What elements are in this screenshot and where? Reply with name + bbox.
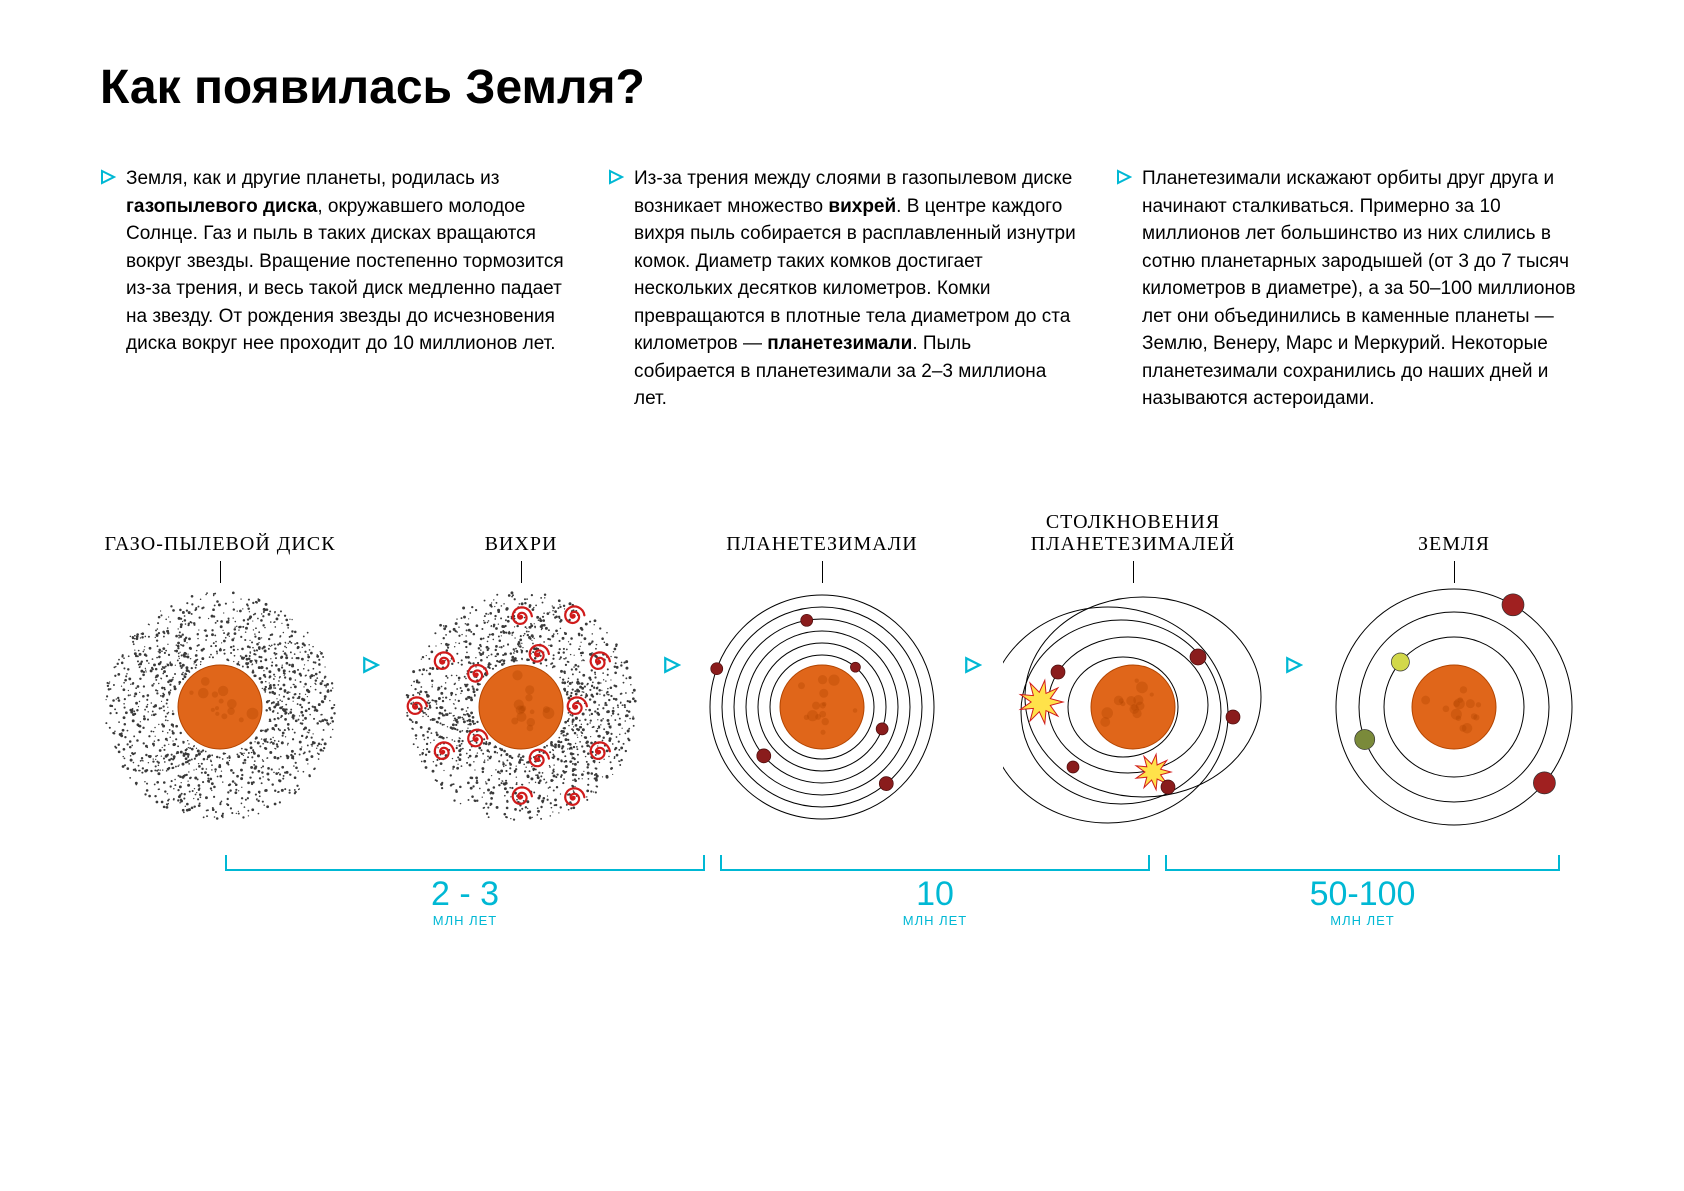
stage-vortices: ВИХРИ [401, 503, 641, 827]
timeline-unit: МЛН ЛЕТ [720, 913, 1150, 928]
label-connector-line [1454, 561, 1455, 583]
timeline-unit: МЛН ЛЕТ [225, 913, 705, 928]
arrow-separator-icon [362, 656, 380, 674]
text-columns: Земля, как и другие планеты, родилась из… [100, 165, 1584, 413]
stage-3-graphic [702, 587, 942, 827]
timeline: 2 - 3 МЛН ЛЕТ 10 МЛН ЛЕТ 50-100 МЛН ЛЕТ [100, 855, 1584, 945]
page-title: Как появилась Земля? [100, 60, 1584, 115]
timeline-segment [225, 855, 705, 871]
stage-1-label: ГАЗО-ПЫЛЕВОЙ ДИСК [104, 503, 335, 555]
timeline-label: 2 - 3 МЛН ЛЕТ [225, 877, 705, 928]
stage-5-label: ЗЕМЛЯ [1418, 503, 1490, 555]
timeline-segment [720, 855, 1150, 871]
label-connector-line [1133, 561, 1134, 583]
column-2-text: Из-за трения между слоями в газопылевом … [634, 165, 1076, 413]
stage-gas-dust-disk: ГАЗО-ПЫЛЕВОЙ ДИСК [100, 503, 340, 827]
triangle-bullet-icon [100, 169, 116, 185]
label-connector-line [822, 561, 823, 583]
stage-earth: ЗЕМЛЯ [1324, 503, 1584, 827]
stage-2-label: ВИХРИ [485, 503, 558, 555]
stage-1-graphic [100, 587, 340, 827]
stage-2-graphic [401, 587, 641, 827]
stage-4-graphic [1003, 587, 1263, 827]
stage-3-label: ПЛАНЕТЕЗИМАЛИ [726, 503, 918, 555]
timeline-label: 10 МЛН ЛЕТ [720, 877, 1150, 928]
column-2: Из-за трения между слоями в газопылевом … [608, 165, 1076, 413]
column-3: Планетезимали искажают орбиты друг друга… [1116, 165, 1584, 413]
column-1: Земля, как и другие планеты, родилась из… [100, 165, 568, 413]
timeline-number: 50-100 [1165, 877, 1560, 911]
arrow-separator-icon [663, 656, 681, 674]
timeline-number: 10 [720, 877, 1150, 911]
diagram-row: ГАЗО-ПЫЛЕВОЙ ДИСК ВИХРИ ПЛАНЕТЕЗИМАЛИ СТ… [100, 503, 1584, 827]
timeline-number: 2 - 3 [225, 877, 705, 911]
stage-4-label: СТОЛКНОВЕНИЯ ПЛАНЕТЕЗИМАЛЕЙ [1031, 503, 1236, 555]
label-connector-line [220, 561, 221, 583]
timeline-unit: МЛН ЛЕТ [1165, 913, 1560, 928]
timeline-label: 50-100 МЛН ЛЕТ [1165, 877, 1560, 928]
stage-planetesimals: ПЛАНЕТЕЗИМАЛИ [702, 503, 942, 827]
stage-collisions: СТОЛКНОВЕНИЯ ПЛАНЕТЕЗИМАЛЕЙ [1003, 503, 1263, 827]
timeline-segment [1165, 855, 1560, 871]
column-3-text: Планетезимали искажают орбиты друг друга… [1142, 165, 1584, 413]
label-connector-line [521, 561, 522, 583]
arrow-separator-icon [964, 656, 982, 674]
triangle-bullet-icon [1116, 169, 1132, 185]
column-1-text: Земля, как и другие планеты, родилась из… [126, 165, 568, 358]
arrow-separator-icon [1285, 656, 1303, 674]
triangle-bullet-icon [608, 169, 624, 185]
stage-5-graphic [1324, 587, 1584, 827]
